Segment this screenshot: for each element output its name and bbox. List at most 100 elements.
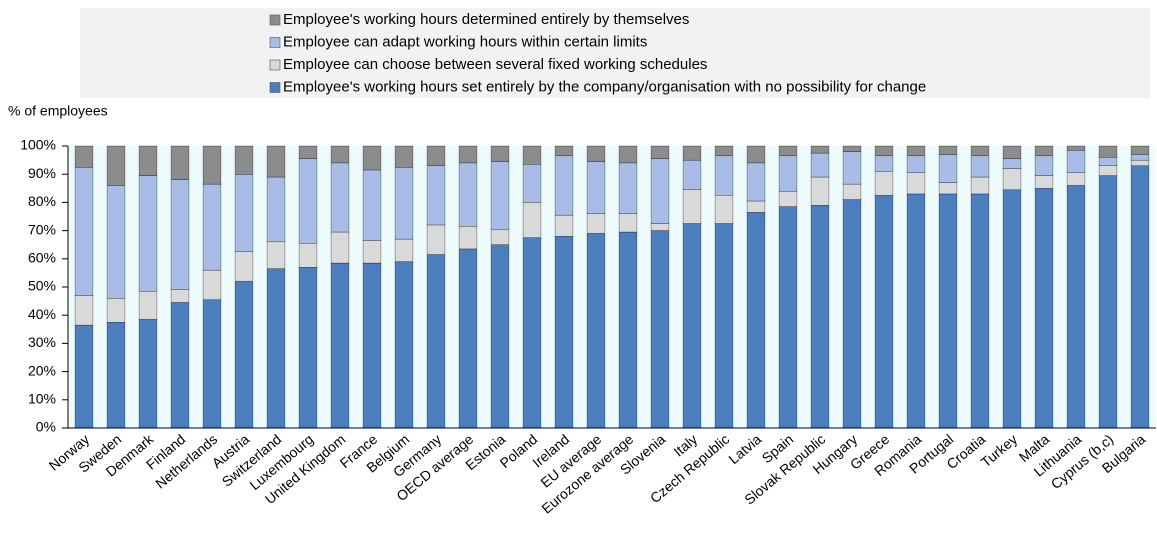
bar-segment: [746, 145, 766, 164]
bar-segment: [1130, 145, 1150, 155]
bar-segment: [682, 145, 702, 161]
bar-segment: [1130, 154, 1150, 161]
bar-segment: [522, 145, 542, 165]
legend-label: Employee can adapt working hours within …: [283, 33, 647, 50]
bar-segment: [1034, 145, 1054, 157]
bar-segment: [970, 176, 990, 195]
bar-segment: [618, 231, 638, 429]
bar-segment: [106, 298, 126, 323]
bar-segment: [138, 175, 158, 292]
bar-segment: [330, 145, 350, 164]
bar-segment: [1034, 155, 1054, 176]
bar-segment: [842, 145, 862, 152]
bar-segment: [810, 152, 830, 178]
bar-segment: [298, 267, 318, 429]
bar-segment: [106, 322, 126, 429]
bar-segment: [842, 151, 862, 185]
bar-segment: [202, 269, 222, 300]
bar-segment: [650, 230, 670, 429]
bar-segment: [906, 145, 926, 157]
bar-segment: [298, 145, 318, 159]
bar-segment: [778, 155, 798, 192]
bar-segment: [714, 155, 734, 196]
bar-segment: [746, 162, 766, 202]
bar-segment: [362, 145, 382, 171]
y-tick-label: 10%: [28, 391, 56, 407]
bar-segment: [970, 145, 990, 157]
y-tick-label: 50%: [28, 278, 56, 294]
legend-swatch: [269, 59, 281, 71]
bar-segment: [458, 162, 478, 227]
bar-segment: [1098, 165, 1118, 176]
bar-segment: [234, 251, 254, 282]
bar-segment: [618, 213, 638, 233]
bar-segment: [650, 223, 670, 231]
bar-segment: [682, 223, 702, 429]
bar-segment: [682, 189, 702, 224]
bar-segment: [490, 161, 510, 230]
bar-segment: [778, 206, 798, 429]
bar-segment: [906, 155, 926, 173]
bar-segment: [874, 195, 894, 429]
bar-segment: [714, 195, 734, 224]
bar-segment: [170, 302, 190, 429]
bar-segment: [1130, 165, 1150, 429]
bar-segment: [746, 212, 766, 429]
bar-segment: [586, 213, 606, 234]
bar-segment: [938, 182, 958, 195]
y-tick-label: 70%: [28, 221, 56, 237]
bar-segment: [746, 200, 766, 213]
bar-segment: [906, 193, 926, 429]
bar-segment: [298, 158, 318, 244]
bar-segment: [1002, 158, 1022, 169]
bar-segment: [522, 237, 542, 429]
bar-segment: [330, 262, 350, 429]
bar-segment: [778, 190, 798, 207]
bar-segment: [426, 165, 446, 226]
bar-segment: [458, 145, 478, 164]
bar-segment: [426, 224, 446, 255]
bar-segment: [74, 324, 94, 429]
bar-segment: [1002, 145, 1022, 159]
plot-background: [68, 146, 1156, 428]
bar-segment: [394, 238, 414, 262]
bar-segment: [170, 289, 190, 303]
bar-segment: [138, 291, 158, 320]
y-axis-label: % of employees: [8, 103, 108, 119]
bar-segment: [842, 183, 862, 200]
bar-segment: [266, 268, 286, 429]
y-tick-label: 60%: [28, 250, 56, 266]
bar-segment: [970, 193, 990, 429]
bar-segment: [170, 179, 190, 290]
bar-segment: [1098, 145, 1118, 158]
bar-segment: [778, 145, 798, 157]
bar-segment: [618, 162, 638, 214]
x-tick-label: Turkey: [978, 431, 1021, 470]
bar-segment: [1034, 188, 1054, 429]
bar-segment: [330, 231, 350, 264]
bar-segment: [618, 145, 638, 164]
bar-segment: [202, 183, 222, 271]
bar-segment: [74, 295, 94, 326]
legend-label: Employee can choose between several fixe…: [283, 56, 707, 73]
bar-segment: [490, 244, 510, 429]
legend-swatch: [269, 82, 281, 93]
y-tick-label: 30%: [28, 334, 56, 350]
bar-segment: [970, 155, 990, 178]
bar-segment: [362, 240, 382, 264]
bar-segment: [554, 214, 574, 237]
bar-segment: [1066, 172, 1086, 186]
bar-segment: [1002, 189, 1022, 429]
bar-segment: [906, 172, 926, 195]
bar-segment: [522, 202, 542, 238]
bar-segment: [938, 193, 958, 429]
bar-segment: [554, 145, 574, 157]
legend-swatch: [269, 37, 281, 48]
bar-segment: [810, 145, 830, 154]
bar-segment: [458, 248, 478, 429]
bar-segment: [650, 145, 670, 159]
x-tick-label: Latvia: [725, 431, 764, 467]
bar-segment: [74, 166, 94, 296]
bar-segment: [394, 145, 414, 168]
